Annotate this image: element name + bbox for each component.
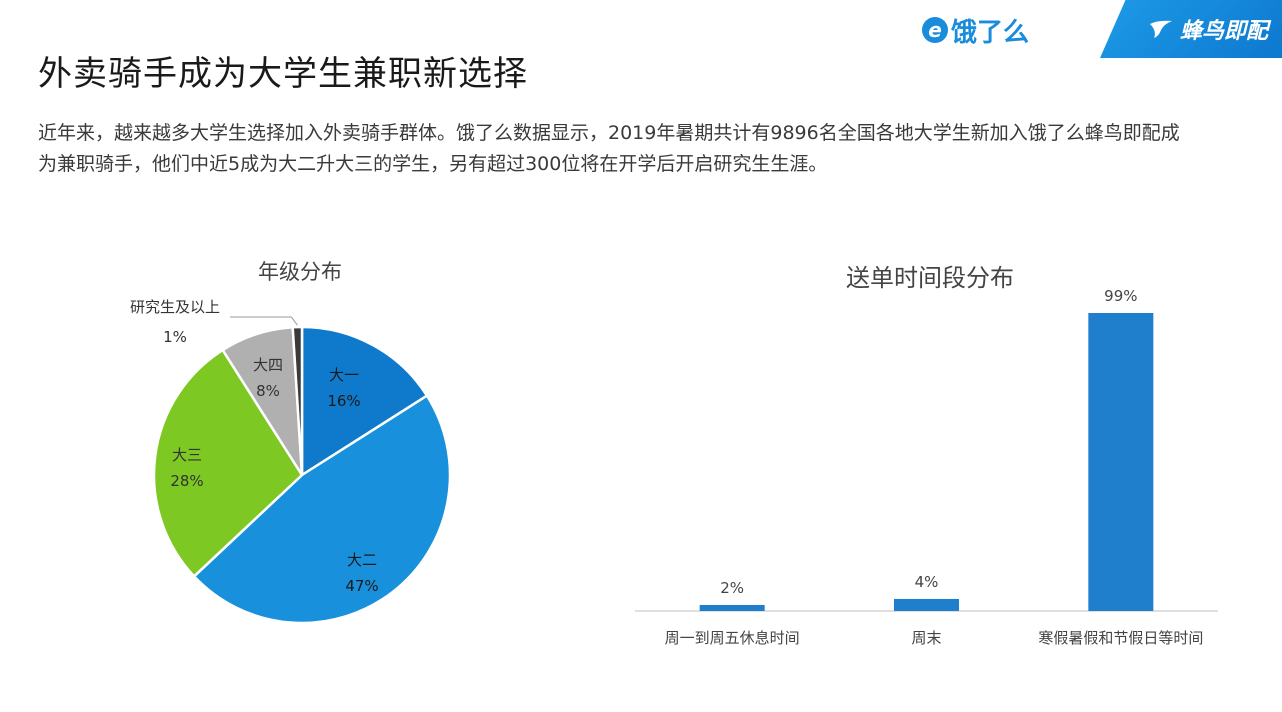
bar-value-label: 99% <box>1104 287 1137 305</box>
pie-slice-percent: 28% <box>170 472 203 490</box>
pie-slice-label: 大三 <box>172 446 202 464</box>
fengniao-logo: 蜂鸟即配 <box>1100 0 1282 58</box>
bar-value-label: 2% <box>720 579 744 597</box>
pie-slice-label: 大四 <box>253 356 283 374</box>
eleme-logo: e 饿了么 <box>922 12 1029 48</box>
pie-slice-label: 大一 <box>329 366 359 384</box>
bar-category-label: 寒假暑假和节假日等时间 <box>1038 629 1203 647</box>
brand-logos: e 饿了么 蜂鸟即配 <box>922 0 1282 58</box>
pie-slice-1 <box>300 325 429 478</box>
eleme-logo-text: 饿了么 <box>951 17 1030 48</box>
description-text: 近年来，越来越多大学生选择加入外卖骑手群体。饿了么数据显示，2019年暑期共计有… <box>38 122 1180 175</box>
pie-chart-title: 年级分布 <box>258 260 342 284</box>
pie-slice-5 <box>291 325 304 476</box>
fengniao-logo-text: 蜂鸟即配 <box>1179 19 1268 44</box>
pie-slice-2 <box>192 393 452 625</box>
bar-category-label: 周一到周五休息时间 <box>665 629 800 647</box>
pie-slice-percent: 1% <box>163 328 187 346</box>
bar-category-label: 周末 <box>911 629 941 647</box>
pie-slice-percent: 16% <box>327 392 360 410</box>
page-title: 外卖骑手成为大学生兼职新选择 <box>38 54 528 94</box>
pie-slice-label: 大二 <box>347 551 377 569</box>
pie-slice-label: 研究生及以上 <box>130 298 220 316</box>
pie-slice-3 <box>152 348 304 579</box>
bar-chart-title: 送单时间段分布 <box>846 264 1014 292</box>
bar-value-label: 4% <box>915 573 939 591</box>
bar-2 <box>894 598 959 611</box>
pie-slice-percent: 47% <box>345 577 378 595</box>
pie-slice-percent: 8% <box>256 382 280 400</box>
pie-leader-line <box>230 316 298 326</box>
bar-3 <box>1088 313 1154 611</box>
bar-1 <box>699 604 765 611</box>
bird-icon <box>1149 20 1172 38</box>
eleme-e-icon: e <box>922 17 948 43</box>
